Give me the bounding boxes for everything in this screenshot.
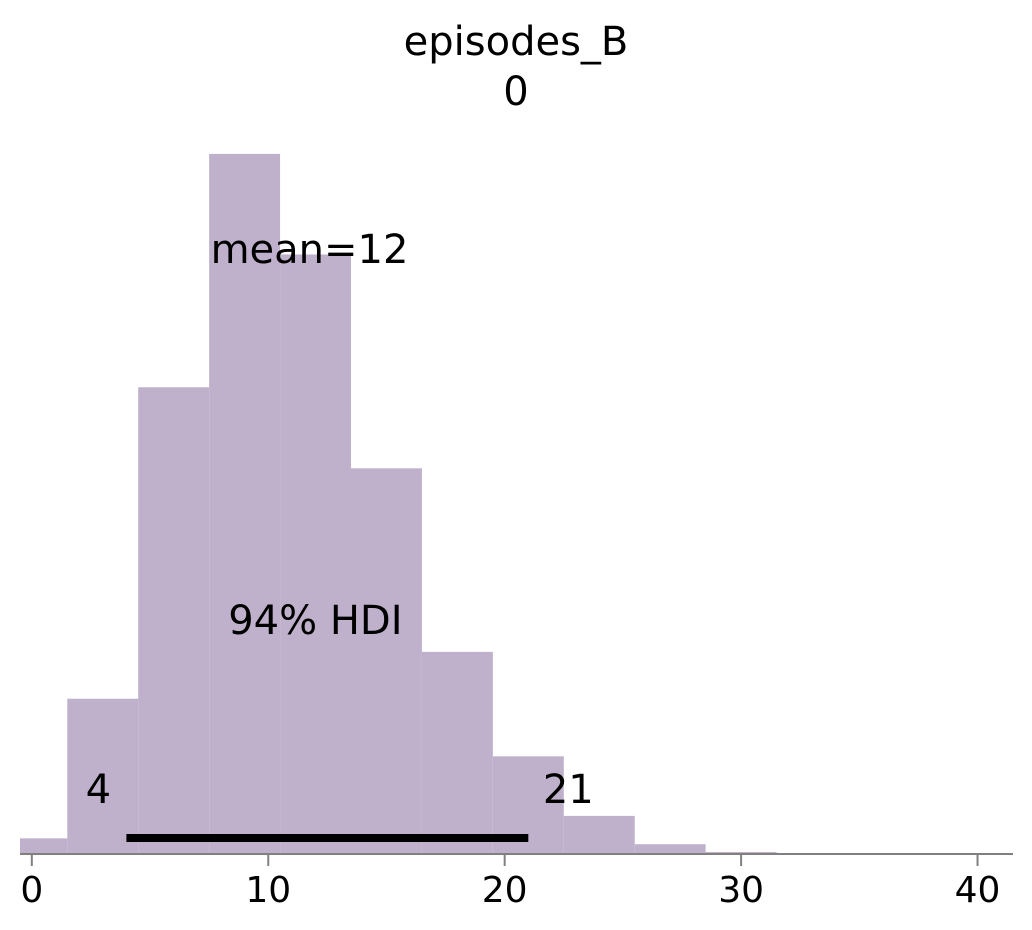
histogram-bar bbox=[280, 254, 351, 853]
histogram-bar bbox=[209, 153, 281, 854]
x-tick-label: 0 bbox=[20, 870, 43, 911]
x-tick-label: 40 bbox=[955, 870, 1001, 911]
histogram-bar bbox=[20, 838, 68, 853]
histogram-bar bbox=[705, 852, 777, 853]
histogram-bar bbox=[563, 815, 635, 853]
histogram-bar bbox=[138, 387, 210, 853]
x-tick-label: 20 bbox=[482, 870, 528, 911]
histogram-bar bbox=[634, 844, 706, 853]
chart-subtitle: 0 bbox=[503, 69, 528, 115]
x-ticks-layer: 0 10 20 30 40 bbox=[20, 854, 1000, 911]
x-tick-label: 10 bbox=[245, 870, 291, 911]
mean-label: mean=12 bbox=[211, 227, 409, 273]
hdi-high-label: 21 bbox=[543, 767, 594, 813]
bars-layer bbox=[20, 153, 777, 854]
chart-title: episodes_B bbox=[404, 19, 629, 65]
histogram-bar bbox=[421, 651, 493, 853]
hdi-label: 94% HDI bbox=[228, 598, 402, 644]
x-tick-label: 30 bbox=[718, 870, 764, 911]
hdi-low-label: 4 bbox=[86, 767, 111, 813]
histogram-bar bbox=[67, 698, 139, 853]
histogram-bar bbox=[351, 468, 422, 853]
